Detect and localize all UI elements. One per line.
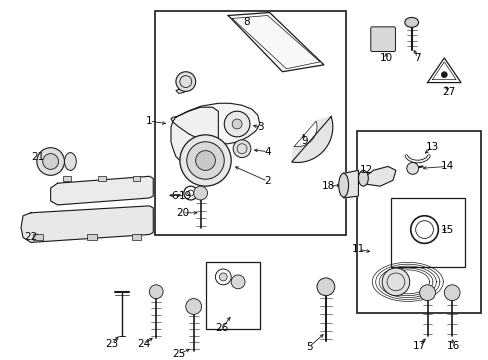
Polygon shape [343,170,358,198]
Circle shape [419,285,434,301]
Circle shape [149,285,163,299]
Text: 7: 7 [413,53,420,63]
Text: 22: 22 [24,233,38,243]
Text: 10: 10 [379,53,392,63]
Text: 18: 18 [322,181,335,191]
Bar [205,262,259,329]
Text: 24: 24 [138,339,151,349]
Circle shape [185,299,201,314]
Circle shape [381,268,409,296]
Text: 17: 17 [412,341,426,351]
Circle shape [193,186,207,200]
Text: 19: 19 [179,191,192,201]
Text: 8: 8 [243,17,250,27]
Circle shape [37,148,64,175]
Polygon shape [427,58,460,82]
Text: 20: 20 [176,208,189,218]
Circle shape [233,140,250,158]
Bar [33,234,42,240]
Ellipse shape [404,18,418,27]
Text: 25: 25 [172,349,185,359]
Bar [390,198,464,267]
Circle shape [176,72,195,91]
Circle shape [231,275,244,289]
Bar [131,234,141,240]
Bar [63,176,71,181]
Polygon shape [291,117,332,162]
Text: 9: 9 [301,136,308,146]
Circle shape [444,285,459,301]
Circle shape [180,135,231,186]
Text: 11: 11 [351,244,365,254]
FancyBboxPatch shape [370,27,395,51]
Text: 14: 14 [440,161,453,171]
Text: 1: 1 [146,116,152,126]
Polygon shape [171,103,259,144]
Text: 5: 5 [305,342,312,352]
Polygon shape [360,166,395,186]
Circle shape [186,142,224,179]
Text: 3: 3 [257,122,264,132]
Circle shape [232,119,242,129]
Text: 4: 4 [264,147,270,157]
Text: 23: 23 [105,339,118,349]
Polygon shape [51,176,153,205]
Ellipse shape [338,173,348,197]
Circle shape [42,154,59,170]
Bar [98,176,106,181]
Bar [357,131,480,314]
Bar [87,234,97,240]
Ellipse shape [64,153,76,170]
Polygon shape [171,107,218,171]
Bar [132,176,140,181]
Text: 6: 6 [171,191,178,201]
Text: 12: 12 [359,165,372,175]
Polygon shape [21,206,153,242]
Text: 16: 16 [446,341,459,351]
Circle shape [316,278,334,296]
Text: 26: 26 [215,323,228,333]
Polygon shape [176,85,188,94]
Circle shape [440,72,447,78]
Text: 21: 21 [31,152,44,162]
Text: 13: 13 [425,142,438,152]
Circle shape [195,150,215,170]
Text: 15: 15 [440,225,453,235]
Circle shape [406,162,418,174]
Circle shape [224,111,249,137]
Circle shape [219,273,227,281]
Text: 2: 2 [264,176,270,186]
Text: 27: 27 [442,87,455,98]
Bar [155,10,345,235]
Polygon shape [228,13,323,72]
Ellipse shape [358,170,367,186]
